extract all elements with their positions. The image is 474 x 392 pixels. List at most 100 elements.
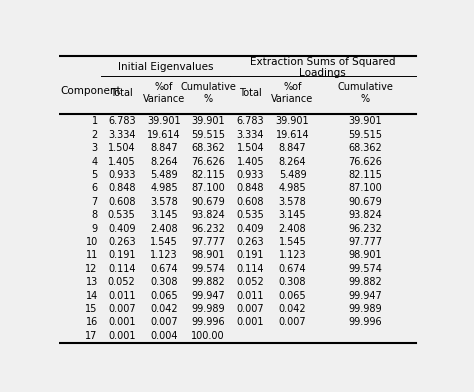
Text: 3.578: 3.578	[279, 197, 306, 207]
Text: 14: 14	[86, 290, 98, 301]
Text: 19.614: 19.614	[147, 130, 181, 140]
Text: 1.405: 1.405	[108, 157, 136, 167]
Text: 99.574: 99.574	[348, 264, 382, 274]
Text: 0.001: 0.001	[108, 318, 136, 327]
Text: 0.263: 0.263	[108, 237, 136, 247]
Text: 0.191: 0.191	[108, 250, 136, 260]
Text: 0.848: 0.848	[237, 183, 264, 193]
Text: 1.504: 1.504	[237, 143, 264, 153]
Text: 17: 17	[85, 331, 98, 341]
Text: Extraction Sums of Squared: Extraction Sums of Squared	[250, 57, 396, 67]
Text: Cumulative
%: Cumulative %	[180, 82, 236, 104]
Text: 98.901: 98.901	[348, 250, 382, 260]
Text: Component: Component	[60, 86, 120, 96]
Text: 8.264: 8.264	[279, 157, 306, 167]
Text: 5.489: 5.489	[150, 170, 178, 180]
Text: 11: 11	[86, 250, 98, 260]
Text: Cumulative
%: Cumulative %	[337, 82, 393, 104]
Text: 0.114: 0.114	[237, 264, 264, 274]
Text: 0.004: 0.004	[150, 331, 178, 341]
Text: 2.408: 2.408	[150, 223, 178, 234]
Text: 97.777: 97.777	[348, 237, 382, 247]
Text: 99.574: 99.574	[191, 264, 225, 274]
Text: 0.052: 0.052	[237, 277, 264, 287]
Text: 0.933: 0.933	[237, 170, 264, 180]
Text: 0.011: 0.011	[237, 290, 264, 301]
Text: 0.007: 0.007	[150, 318, 178, 327]
Text: 39.901: 39.901	[276, 116, 310, 126]
Text: 93.824: 93.824	[348, 210, 382, 220]
Text: 1: 1	[91, 116, 98, 126]
Text: 87.100: 87.100	[191, 183, 225, 193]
Text: Total: Total	[239, 88, 262, 98]
Text: 4.985: 4.985	[279, 183, 306, 193]
Text: 0.007: 0.007	[237, 304, 264, 314]
Text: 3.334: 3.334	[108, 130, 136, 140]
Text: Initial Eigenvalues: Initial Eigenvalues	[118, 62, 213, 71]
Text: 76.626: 76.626	[348, 157, 382, 167]
Text: 0.848: 0.848	[108, 183, 136, 193]
Text: 9: 9	[91, 223, 98, 234]
Text: 0.674: 0.674	[150, 264, 178, 274]
Text: 8.847: 8.847	[279, 143, 306, 153]
Text: 87.100: 87.100	[348, 183, 382, 193]
Text: 0.042: 0.042	[150, 304, 178, 314]
Text: 0.608: 0.608	[108, 197, 136, 207]
Text: 4.985: 4.985	[150, 183, 178, 193]
Text: 0.535: 0.535	[237, 210, 264, 220]
Text: 0.409: 0.409	[108, 223, 136, 234]
Text: 39.901: 39.901	[348, 116, 382, 126]
Text: 0.001: 0.001	[108, 331, 136, 341]
Text: 82.115: 82.115	[191, 170, 225, 180]
Text: 99.882: 99.882	[348, 277, 382, 287]
Text: 8.264: 8.264	[150, 157, 178, 167]
Text: 99.947: 99.947	[348, 290, 382, 301]
Text: 96.232: 96.232	[348, 223, 382, 234]
Text: 2: 2	[91, 130, 98, 140]
Text: 39.901: 39.901	[191, 116, 225, 126]
Text: 7: 7	[91, 197, 98, 207]
Text: 59.515: 59.515	[348, 130, 382, 140]
Text: 5: 5	[91, 170, 98, 180]
Text: 99.989: 99.989	[348, 304, 382, 314]
Text: 0.052: 0.052	[108, 277, 136, 287]
Text: 0.191: 0.191	[237, 250, 264, 260]
Text: 3.578: 3.578	[150, 197, 178, 207]
Text: 0.535: 0.535	[108, 210, 136, 220]
Text: 98.901: 98.901	[191, 250, 225, 260]
Text: 99.996: 99.996	[348, 318, 382, 327]
Text: 6: 6	[91, 183, 98, 193]
Text: 99.882: 99.882	[191, 277, 225, 287]
Text: 3.334: 3.334	[237, 130, 264, 140]
Text: %of
Variance: %of Variance	[272, 82, 314, 104]
Text: 39.901: 39.901	[147, 116, 181, 126]
Text: Loadings: Loadings	[300, 67, 346, 78]
Text: 1.504: 1.504	[108, 143, 136, 153]
Text: 68.362: 68.362	[191, 143, 225, 153]
Text: 99.996: 99.996	[191, 318, 225, 327]
Text: 0.409: 0.409	[237, 223, 264, 234]
Text: 0.308: 0.308	[150, 277, 178, 287]
Text: 10: 10	[86, 237, 98, 247]
Text: 1.123: 1.123	[150, 250, 178, 260]
Text: Total: Total	[110, 88, 133, 98]
Text: 97.777: 97.777	[191, 237, 225, 247]
Text: 0.114: 0.114	[108, 264, 136, 274]
Text: 0.608: 0.608	[237, 197, 264, 207]
Text: 1.405: 1.405	[237, 157, 264, 167]
Text: 100.00: 100.00	[191, 331, 225, 341]
Text: 0.001: 0.001	[237, 318, 264, 327]
Text: 6.783: 6.783	[108, 116, 136, 126]
Text: 3.145: 3.145	[150, 210, 178, 220]
Text: 16: 16	[86, 318, 98, 327]
Text: 90.679: 90.679	[348, 197, 382, 207]
Text: 99.989: 99.989	[191, 304, 225, 314]
Text: 0.308: 0.308	[279, 277, 306, 287]
Text: 0.674: 0.674	[279, 264, 306, 274]
Text: 0.933: 0.933	[108, 170, 136, 180]
Text: 90.679: 90.679	[191, 197, 225, 207]
Text: 15: 15	[85, 304, 98, 314]
Text: 8.847: 8.847	[150, 143, 178, 153]
Text: 1.545: 1.545	[150, 237, 178, 247]
Text: 13: 13	[86, 277, 98, 287]
